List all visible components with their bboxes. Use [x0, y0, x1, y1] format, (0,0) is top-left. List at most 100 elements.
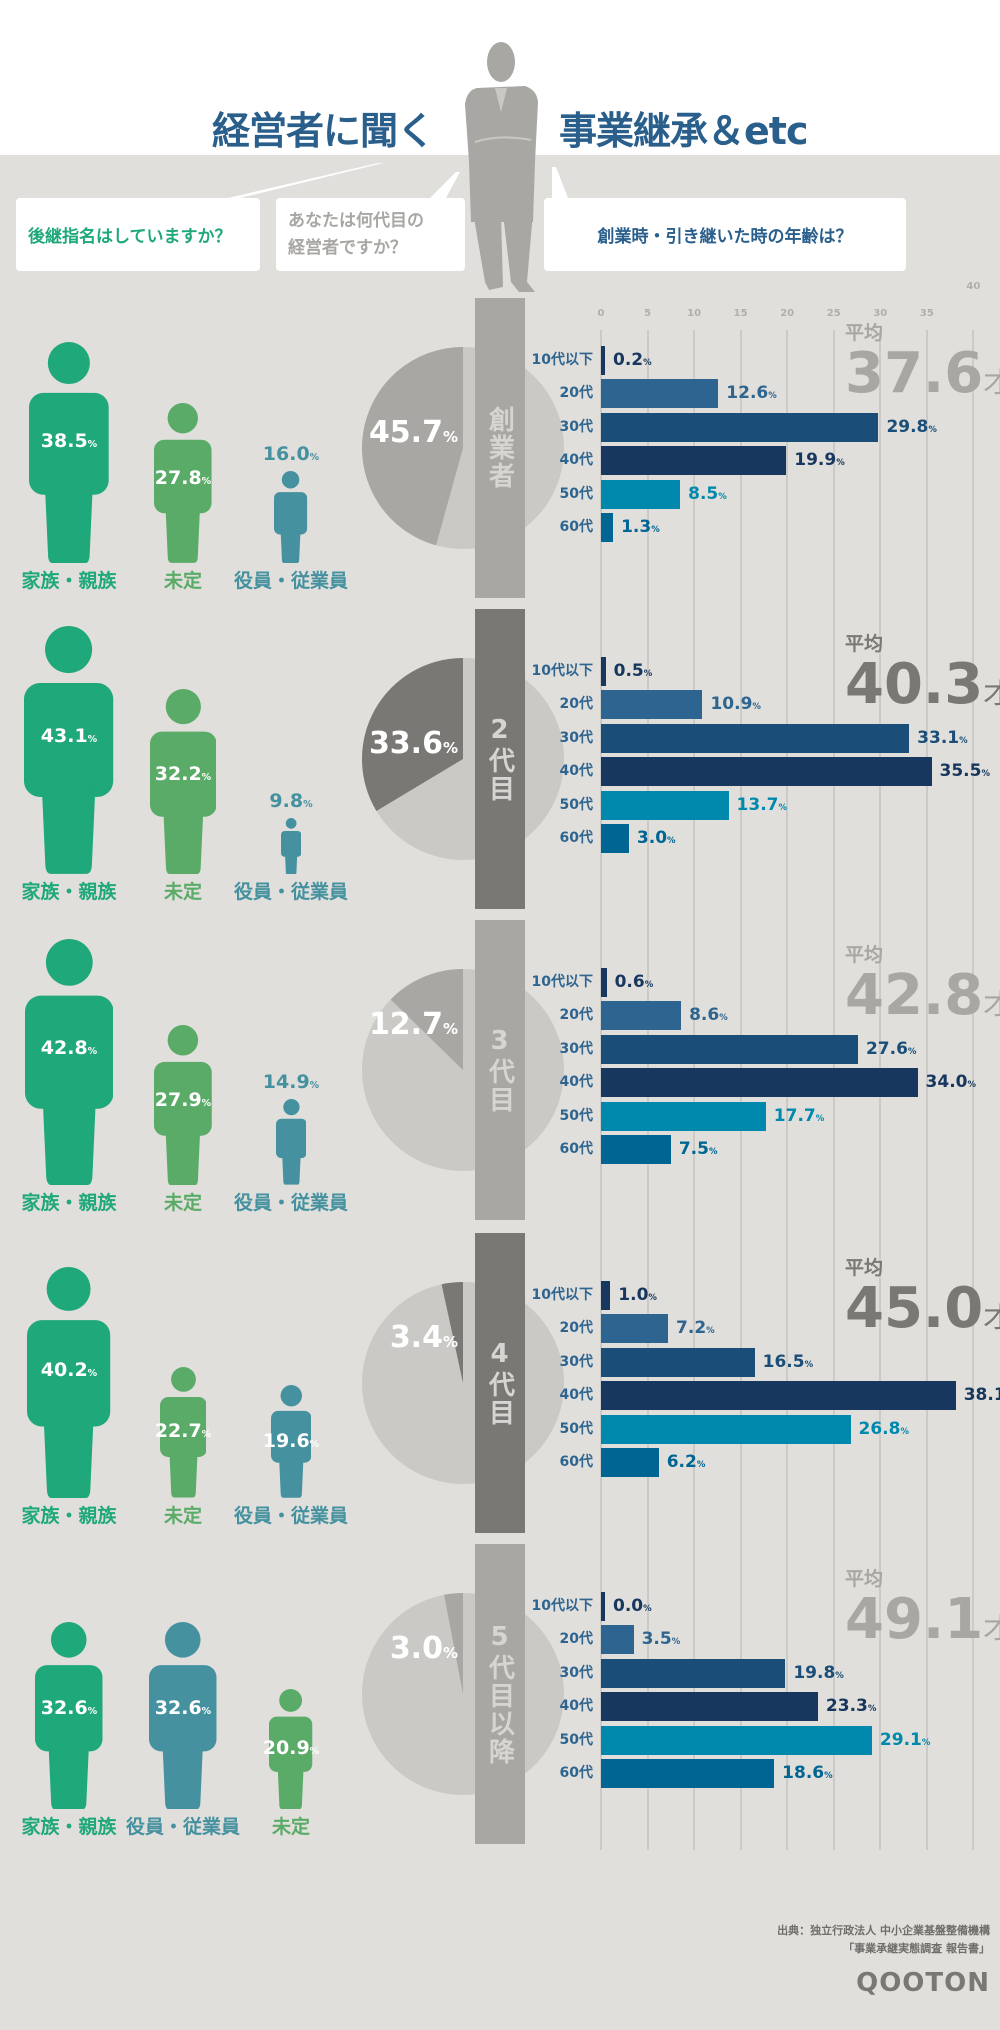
bar-value-label: 8.5%: [688, 484, 727, 508]
bar-value: 3.5: [641, 1629, 672, 1650]
question-successor: 後継指名はしていますか？: [16, 198, 260, 271]
pie-percent-label: 45.7%: [338, 416, 458, 454]
percent-sign: %: [87, 1705, 98, 1717]
pie-slice-highlight: [362, 347, 463, 546]
average-age: 49.1才: [845, 1592, 1000, 1657]
average-label: 平均: [845, 1568, 884, 1590]
percent-sign: %: [87, 734, 98, 746]
person-percent-label: 40.2%: [41, 1359, 97, 1385]
bar-value-label: 13.7%: [737, 795, 787, 819]
percent-sign: %: [643, 669, 653, 679]
percent-sign: %: [928, 424, 937, 435]
percent-sign: %: [644, 980, 654, 990]
age-category-label: 60代: [559, 830, 593, 846]
age-bar: [601, 723, 910, 753]
age-bar: [601, 1101, 766, 1131]
age-category-label: 60代: [559, 519, 593, 535]
person-category-label: 家族・親族: [21, 1192, 117, 1214]
percent-sign: %: [309, 452, 320, 463]
age-category-label: 20代: [559, 696, 593, 713]
bar-value: 23.3: [825, 1696, 868, 1717]
age-category-label: 50代: [559, 1731, 593, 1748]
percent-sign: %: [967, 1080, 977, 1091]
bar-value-label: 19.9%: [794, 450, 844, 474]
qooton-logo: QOOTON: [856, 1968, 990, 1998]
person-percent-value: 32.6: [40, 1696, 88, 1719]
person-category-label: 未定: [163, 1505, 203, 1527]
bar-value: 3.0: [636, 828, 668, 848]
person-family-icon: [29, 341, 109, 563]
average-age-value: 45.0: [845, 1276, 984, 1341]
pie-percent-value: 3.4: [389, 1320, 443, 1355]
person-family-icon: [35, 1621, 103, 1809]
bar-value: 34.0: [925, 1072, 968, 1093]
average-age-value: 49.1: [845, 1587, 984, 1652]
person-employee-icon: [275, 1099, 307, 1185]
grid-line: [972, 330, 975, 1850]
generation-label: 創業者: [484, 406, 515, 490]
bar-value-label: 0.0%: [613, 1596, 652, 1620]
question-text: 経営者ですか？: [288, 237, 407, 258]
average-label: 平均: [845, 944, 884, 966]
bar-value: 1.0: [618, 1285, 649, 1305]
pie-percent-value: 3.0: [389, 1631, 443, 1666]
age-bar: [601, 690, 703, 720]
person-category-label: 未定: [271, 1816, 311, 1838]
percent-sign: %: [900, 1426, 909, 1437]
generation-label-bar: 創業者: [475, 298, 525, 598]
age-bar: [601, 1135, 671, 1164]
title-right: 事業継承＆etc: [559, 109, 808, 153]
age-category-label: 30代: [559, 1353, 593, 1370]
bar-value-label: 7.5%: [679, 1139, 718, 1163]
bar-value: 27.6: [865, 1038, 908, 1059]
percent-sign: %: [309, 1745, 320, 1757]
age-category-label: 40代: [559, 1698, 593, 1715]
percent-sign: %: [303, 798, 313, 810]
age-bar: [601, 1625, 634, 1655]
bar-value-label: 12.6%: [726, 383, 776, 407]
bar-value-label: 0.2%: [613, 350, 652, 374]
bar-value-label: 38.1%: [964, 1385, 1000, 1409]
percent-sign: %: [907, 1046, 917, 1057]
person-percent-label: 20.9%: [263, 1737, 319, 1763]
bar-value: 0.5: [613, 661, 644, 681]
percent-sign: %: [87, 439, 98, 451]
age-bar: [601, 446, 787, 476]
age-category-label: 20代: [559, 1631, 593, 1648]
person-undecided-icon: [149, 688, 217, 874]
percent-sign: %: [696, 1460, 706, 1470]
bar-value-label: 26.8%: [859, 1419, 909, 1443]
generation-label: 2代目: [484, 715, 515, 803]
age-bar: [601, 968, 607, 997]
pie-percent-label: 12.7%: [338, 1008, 458, 1046]
person-employee-icon: [274, 471, 308, 563]
question-text: 創業時・引き継いた時の年齢は？: [597, 227, 853, 247]
person-category-label: 未定: [163, 1192, 203, 1214]
bar-value: 13.7: [736, 794, 779, 815]
speech-pointers: [228, 163, 568, 198]
bar-value-label: 3.5%: [642, 1629, 681, 1653]
age-bar: [601, 346, 605, 375]
person-percent-value: 22.7: [154, 1419, 202, 1442]
pie-slice-highlight: [390, 969, 463, 1070]
bar-value-label: 1.0%: [618, 1285, 657, 1309]
age-category-label: 10代以下: [531, 1598, 593, 1614]
person-category-label: 未定: [163, 570, 203, 592]
person-undecided-icon: [269, 1688, 313, 1809]
x-tick-label: 15: [733, 308, 748, 319]
person-percent-value: 27.9: [154, 1088, 202, 1111]
person-employee-icon: [280, 817, 302, 874]
average-age: 37.6才: [845, 346, 1000, 411]
age-category-label: 40代: [559, 1387, 593, 1404]
person-category-label: 家族・親族: [21, 881, 117, 903]
bar-value-label: 33.1%: [917, 728, 967, 752]
person-category-label: 未定: [163, 881, 203, 903]
average-age-value: 40.3: [845, 652, 984, 717]
percent-sign: %: [442, 1644, 458, 1662]
bar-value: 7.2: [676, 1318, 707, 1339]
bar-value-label: 0.6%: [615, 972, 654, 996]
bar-value-label: 7.2%: [676, 1318, 715, 1342]
percent-sign: %: [667, 836, 676, 846]
age-category-label: 10代以下: [531, 352, 593, 368]
bar-value: 17.7: [773, 1105, 816, 1126]
